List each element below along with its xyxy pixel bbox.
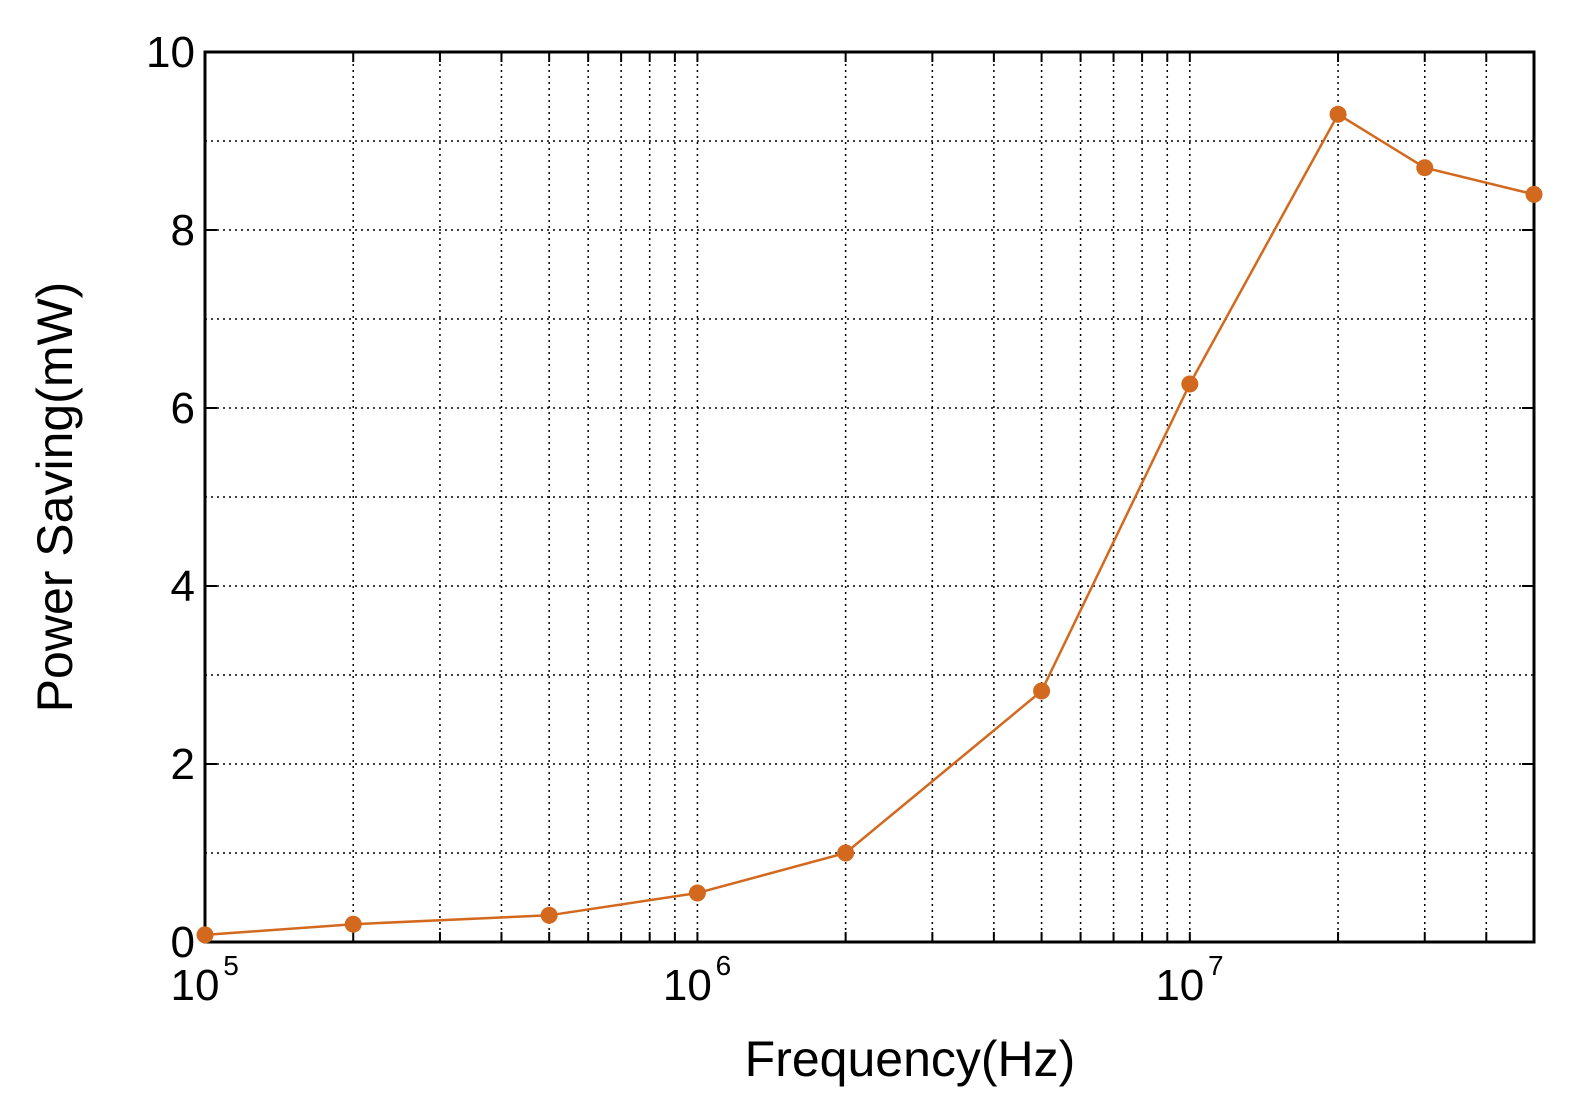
data-point	[540, 906, 558, 924]
data-point	[1416, 159, 1434, 177]
y-tick-label: 10	[146, 28, 195, 77]
axis-ticks	[205, 51, 1534, 943]
data-point	[344, 915, 362, 933]
y-axis-label: Power Saving(mW)	[27, 282, 83, 713]
x-tick-label-exponent: 6	[716, 950, 732, 981]
x-tick-label-exponent: 5	[223, 950, 239, 981]
data-point	[1181, 375, 1199, 393]
series-line	[204, 112, 1535, 937]
x-tick-label-exponent: 7	[1208, 950, 1224, 981]
x-tick-label: 10	[171, 961, 220, 1010]
x-tick-labels: 10 5 10 6 10 7	[171, 950, 1224, 1010]
plot-frame	[203, 50, 1536, 944]
y-tick-label: 2	[171, 740, 195, 789]
y-tick-label: 4	[171, 562, 195, 611]
grid-lines	[205, 52, 1534, 942]
data-series	[196, 105, 1543, 944]
x-tick-label: 10	[1155, 961, 1204, 1010]
y-tick-label: 6	[171, 384, 195, 433]
data-point	[1329, 105, 1347, 123]
data-point	[837, 844, 855, 862]
data-point	[1525, 185, 1543, 203]
y-tick-label: 8	[171, 206, 195, 255]
x-axis-label: Frequency(Hz)	[745, 1031, 1076, 1087]
data-point	[1033, 682, 1051, 700]
data-point	[196, 926, 214, 944]
data-point	[688, 884, 706, 902]
y-tick-labels: 0 2 4 6 8 10	[146, 28, 195, 967]
x-tick-label: 10	[663, 961, 712, 1010]
y-tick-label: 0	[171, 918, 195, 967]
